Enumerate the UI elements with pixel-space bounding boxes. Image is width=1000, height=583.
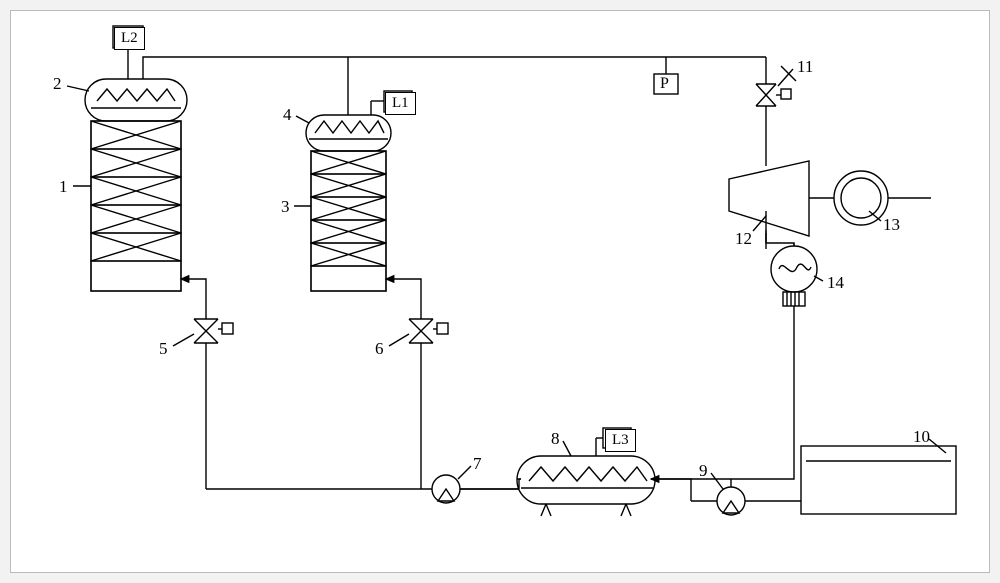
label-7: 7 [473, 454, 482, 474]
leader-5 [173, 334, 194, 346]
heat-exchanger-14 [766, 230, 817, 306]
turbine-12 [729, 161, 834, 236]
label-6: 6 [375, 339, 384, 359]
boiler-2-internals [311, 151, 386, 291]
p-label: P [660, 75, 669, 93]
label-4: 4 [283, 105, 292, 125]
label-1: 1 [59, 177, 68, 197]
line-hx-to-vessel [651, 306, 794, 479]
diagram-canvas: L2 L1 L3 P 1 2 3 4 5 6 7 8 9 10 11 12 13… [10, 10, 990, 573]
leader-9 [711, 473, 723, 489]
pump-9 [651, 479, 801, 515]
leader-11 [778, 69, 793, 86]
label-11: 11 [797, 57, 813, 77]
label-3: 3 [281, 197, 290, 217]
vessel-8 [517, 456, 655, 516]
label-2: 2 [53, 74, 62, 94]
label-8: 8 [551, 429, 560, 449]
valve-6 [386, 279, 448, 343]
leader-4 [296, 116, 309, 123]
label-9: 9 [699, 461, 708, 481]
tank-10 [801, 446, 956, 514]
leader-12 [753, 216, 766, 231]
leader-2 [67, 86, 89, 91]
leader-6 [389, 334, 409, 346]
drum-1 [85, 79, 187, 121]
l1-label: L1 [385, 92, 416, 115]
boiler-1 [91, 121, 181, 291]
label-14: 14 [827, 273, 844, 293]
drum-2 [306, 115, 391, 151]
boiler-1-internals [91, 121, 181, 291]
label-5: 5 [159, 339, 168, 359]
leader-8 [563, 441, 571, 456]
valve-11 [756, 57, 791, 166]
label-12: 12 [735, 229, 752, 249]
valve-5 [181, 279, 233, 343]
l2-label: L2 [114, 27, 145, 50]
boiler-2 [311, 151, 386, 291]
label-13: 13 [883, 215, 900, 235]
schematic-svg [11, 11, 991, 574]
leader-7 [458, 466, 471, 479]
l3-label: L3 [605, 429, 636, 452]
label-10: 10 [913, 427, 930, 447]
